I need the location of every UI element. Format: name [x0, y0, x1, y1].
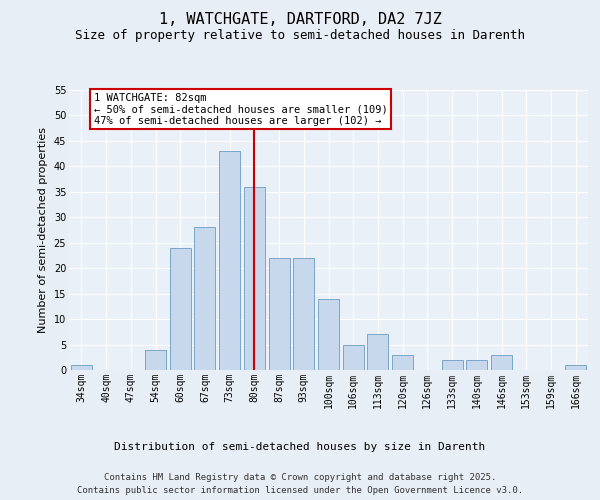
Text: Distribution of semi-detached houses by size in Darenth: Distribution of semi-detached houses by …	[115, 442, 485, 452]
Bar	[269, 258, 290, 370]
Bar	[145, 350, 166, 370]
Bar	[318, 298, 339, 370]
Y-axis label: Number of semi-detached properties: Number of semi-detached properties	[38, 127, 48, 333]
Text: Contains public sector information licensed under the Open Government Licence v3: Contains public sector information licen…	[77, 486, 523, 495]
Bar	[491, 354, 512, 370]
Bar	[565, 365, 586, 370]
Bar	[293, 258, 314, 370]
Bar	[466, 360, 487, 370]
Text: Size of property relative to semi-detached houses in Darenth: Size of property relative to semi-detach…	[75, 29, 525, 42]
Text: 1 WATCHGATE: 82sqm
← 50% of semi-detached houses are smaller (109)
47% of semi-d: 1 WATCHGATE: 82sqm ← 50% of semi-detache…	[94, 92, 388, 126]
Bar	[367, 334, 388, 370]
Bar	[219, 151, 240, 370]
Bar	[244, 186, 265, 370]
Bar	[194, 228, 215, 370]
Bar	[343, 344, 364, 370]
Text: 1, WATCHGATE, DARTFORD, DA2 7JZ: 1, WATCHGATE, DARTFORD, DA2 7JZ	[158, 12, 442, 28]
Bar	[442, 360, 463, 370]
Bar	[170, 248, 191, 370]
Bar	[392, 354, 413, 370]
Text: Contains HM Land Registry data © Crown copyright and database right 2025.: Contains HM Land Registry data © Crown c…	[104, 472, 496, 482]
Bar	[71, 365, 92, 370]
